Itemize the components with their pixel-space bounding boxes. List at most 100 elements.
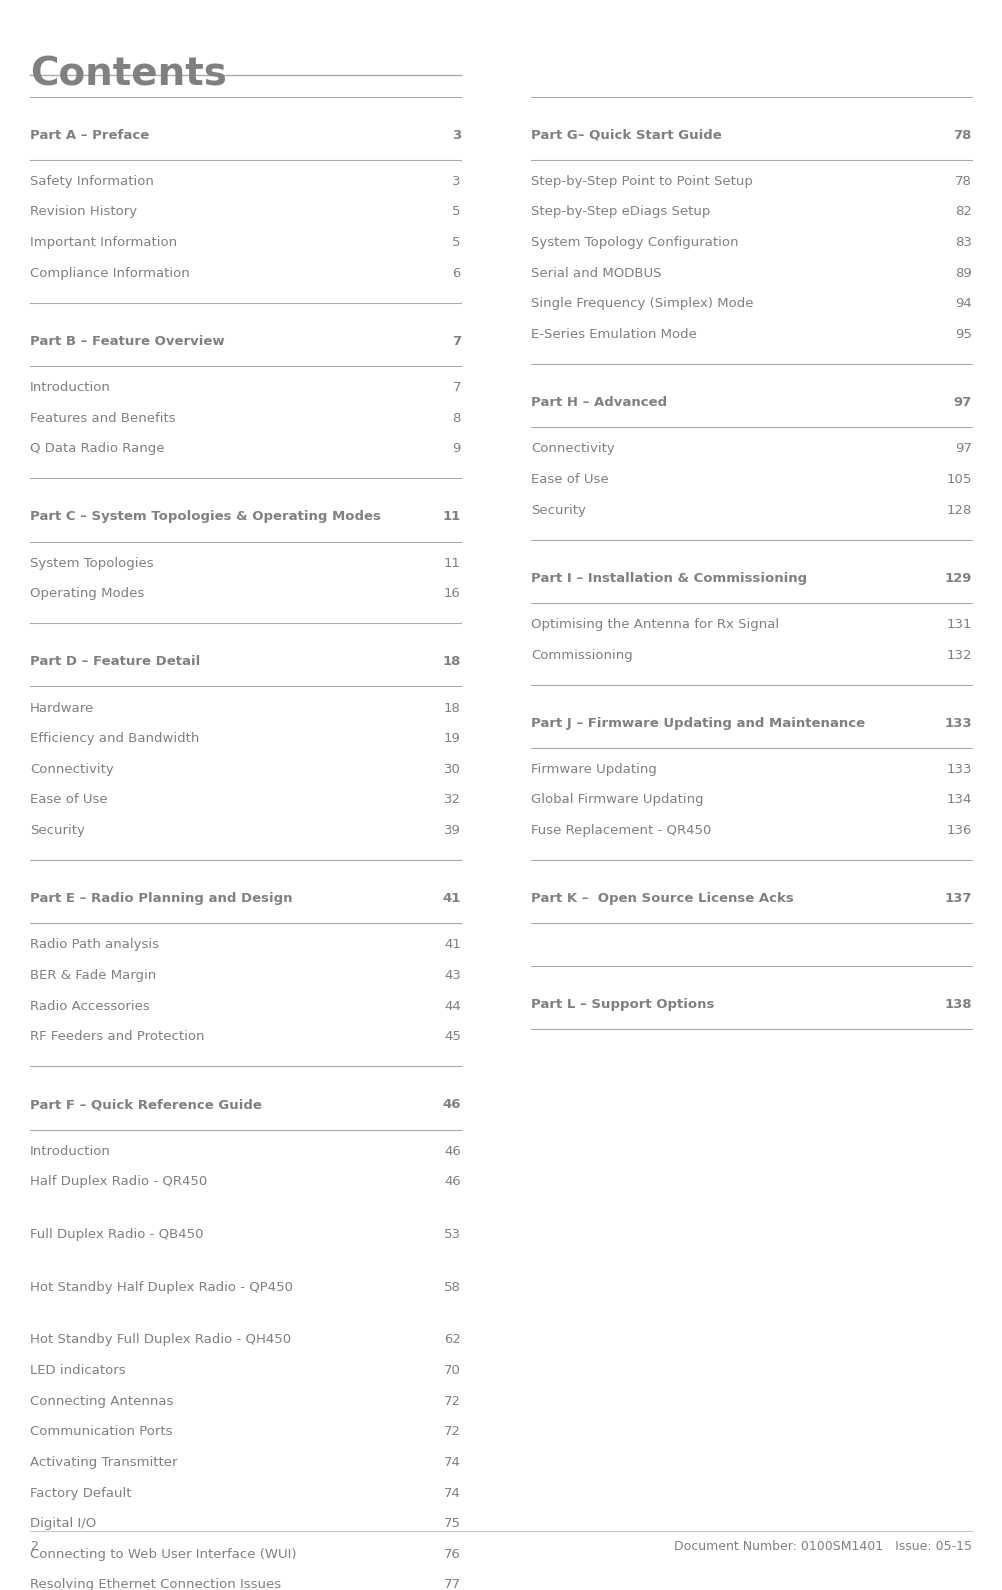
Text: Ease of Use: Ease of Use xyxy=(30,793,107,806)
Text: Ease of Use: Ease of Use xyxy=(531,472,608,487)
Text: Hot Standby Half Duplex Radio - QP450: Hot Standby Half Duplex Radio - QP450 xyxy=(30,1280,293,1294)
Text: Radio Path analysis: Radio Path analysis xyxy=(30,938,159,951)
Text: 78: 78 xyxy=(955,175,972,188)
Text: 74: 74 xyxy=(444,1456,461,1469)
Text: Q Data Radio Range: Q Data Radio Range xyxy=(30,442,164,455)
Text: Optimising the Antenna for Rx Signal: Optimising the Antenna for Rx Signal xyxy=(531,619,780,631)
Text: Revision History: Revision History xyxy=(30,205,137,218)
Text: 138: 138 xyxy=(944,999,972,1011)
Text: 75: 75 xyxy=(444,1517,461,1530)
Text: 5: 5 xyxy=(453,205,461,218)
Text: BER & Fade Margin: BER & Fade Margin xyxy=(30,968,156,983)
Text: 6: 6 xyxy=(453,267,461,280)
Text: 16: 16 xyxy=(444,587,461,601)
Text: Hardware: Hardware xyxy=(30,701,94,714)
Text: Connectivity: Connectivity xyxy=(531,442,615,455)
Text: 132: 132 xyxy=(947,649,972,661)
Text: 30: 30 xyxy=(444,763,461,776)
Text: 78: 78 xyxy=(954,129,972,142)
Text: Part A – Preface: Part A – Preface xyxy=(30,129,149,142)
Text: Part J – Firmware Updating and Maintenance: Part J – Firmware Updating and Maintenan… xyxy=(531,717,865,730)
Text: Document Number: 0100SM1401   Issue: 05-15: Document Number: 0100SM1401 Issue: 05-15 xyxy=(674,1541,972,1553)
Text: 44: 44 xyxy=(444,1000,461,1013)
Text: 43: 43 xyxy=(444,968,461,983)
Text: 8: 8 xyxy=(453,412,461,425)
Text: Hot Standby Full Duplex Radio - QH450: Hot Standby Full Duplex Radio - QH450 xyxy=(30,1334,292,1347)
Text: Communication Ports: Communication Ports xyxy=(30,1425,172,1439)
Text: 70: 70 xyxy=(444,1364,461,1377)
Text: 136: 136 xyxy=(947,824,972,836)
Text: System Topologies: System Topologies xyxy=(30,556,153,569)
Text: Step-by-Step Point to Point Setup: Step-by-Step Point to Point Setup xyxy=(531,175,753,188)
Text: RF Feeders and Protection: RF Feeders and Protection xyxy=(30,1030,204,1043)
Text: 137: 137 xyxy=(945,892,972,905)
Text: 11: 11 xyxy=(443,510,461,523)
Text: Part G– Quick Start Guide: Part G– Quick Start Guide xyxy=(531,129,721,142)
Text: Introduction: Introduction xyxy=(30,382,111,394)
Text: Connecting Antennas: Connecting Antennas xyxy=(30,1394,173,1407)
Text: 133: 133 xyxy=(944,717,972,730)
Text: 45: 45 xyxy=(444,1030,461,1043)
Text: 9: 9 xyxy=(453,442,461,455)
Text: 46: 46 xyxy=(444,1175,461,1188)
Text: 72: 72 xyxy=(444,1394,461,1407)
Text: Part D – Feature Detail: Part D – Feature Detail xyxy=(30,655,200,668)
Text: Safety Information: Safety Information xyxy=(30,175,154,188)
Text: Part F – Quick Reference Guide: Part F – Quick Reference Guide xyxy=(30,1099,262,1111)
Text: 19: 19 xyxy=(444,731,461,746)
Text: Part L – Support Options: Part L – Support Options xyxy=(531,999,714,1011)
Text: 58: 58 xyxy=(444,1280,461,1294)
Text: Factory Default: Factory Default xyxy=(30,1487,131,1499)
Text: Commissioning: Commissioning xyxy=(531,649,633,661)
Text: Activating Transmitter: Activating Transmitter xyxy=(30,1456,177,1469)
Text: 62: 62 xyxy=(444,1334,461,1347)
Text: Digital I/O: Digital I/O xyxy=(30,1517,96,1530)
Text: 3: 3 xyxy=(452,129,461,142)
Text: 41: 41 xyxy=(444,938,461,951)
Text: Firmware Updating: Firmware Updating xyxy=(531,763,657,776)
Text: 128: 128 xyxy=(947,504,972,517)
Text: Serial and MODBUS: Serial and MODBUS xyxy=(531,267,661,280)
Text: Resolving Ethernet Connection Issues: Resolving Ethernet Connection Issues xyxy=(30,1579,282,1590)
Text: 133: 133 xyxy=(947,763,972,776)
Text: Important Information: Important Information xyxy=(30,235,177,250)
Text: 72: 72 xyxy=(444,1425,461,1439)
Text: Connectivity: Connectivity xyxy=(30,763,114,776)
Text: Operating Modes: Operating Modes xyxy=(30,587,144,601)
Text: Part K –  Open Source License Acks: Part K – Open Source License Acks xyxy=(531,892,794,905)
Text: Fuse Replacement - QR450: Fuse Replacement - QR450 xyxy=(531,824,711,836)
Text: 97: 97 xyxy=(955,442,972,455)
Text: Part B – Feature Overview: Part B – Feature Overview xyxy=(30,335,224,348)
Text: 82: 82 xyxy=(955,205,972,218)
Text: Features and Benefits: Features and Benefits xyxy=(30,412,175,425)
Text: 7: 7 xyxy=(453,382,461,394)
Text: 97: 97 xyxy=(954,396,972,409)
Text: 94: 94 xyxy=(955,297,972,310)
Text: E-Series Emulation Mode: E-Series Emulation Mode xyxy=(531,328,697,340)
Text: 18: 18 xyxy=(443,655,461,668)
Text: Efficiency and Bandwidth: Efficiency and Bandwidth xyxy=(30,731,199,746)
Text: 77: 77 xyxy=(444,1579,461,1590)
Text: 74: 74 xyxy=(444,1487,461,1499)
Text: 7: 7 xyxy=(452,335,461,348)
Text: 131: 131 xyxy=(947,619,972,631)
Text: Part E – Radio Planning and Design: Part E – Radio Planning and Design xyxy=(30,892,293,905)
Text: 11: 11 xyxy=(444,556,461,569)
Text: 95: 95 xyxy=(955,328,972,340)
Text: Part H – Advanced: Part H – Advanced xyxy=(531,396,667,409)
Text: Part C – System Topologies & Operating Modes: Part C – System Topologies & Operating M… xyxy=(30,510,381,523)
Text: 32: 32 xyxy=(444,793,461,806)
Text: 46: 46 xyxy=(444,1145,461,1158)
Text: Security: Security xyxy=(531,504,586,517)
Text: 76: 76 xyxy=(444,1547,461,1561)
Text: 129: 129 xyxy=(945,572,972,585)
Text: Security: Security xyxy=(30,824,85,836)
Text: Connecting to Web User Interface (WUI): Connecting to Web User Interface (WUI) xyxy=(30,1547,297,1561)
Text: Half Duplex Radio - QR450: Half Duplex Radio - QR450 xyxy=(30,1175,207,1188)
Text: Step-by-Step eDiags Setup: Step-by-Step eDiags Setup xyxy=(531,205,710,218)
Text: 105: 105 xyxy=(947,472,972,487)
Text: Full Duplex Radio - QB450: Full Duplex Radio - QB450 xyxy=(30,1227,203,1240)
Text: System Topology Configuration: System Topology Configuration xyxy=(531,235,738,250)
Text: Single Frequency (Simplex) Mode: Single Frequency (Simplex) Mode xyxy=(531,297,754,310)
Text: Contents: Contents xyxy=(30,56,226,94)
